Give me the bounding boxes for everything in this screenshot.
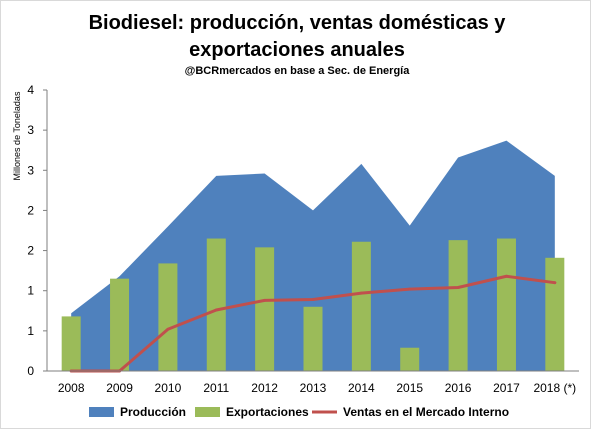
axis-layer: 0 1 1 2 2 3 3 4 2008 2009 2010 2011 2012 2013 2014 2015… [27, 83, 579, 395]
line-point-7 [408, 287, 412, 291]
y-axis-label: Millones de Toneladas [12, 91, 22, 180]
line-layer [69, 274, 557, 373]
line-point-9 [505, 274, 508, 278]
legend-label: Exportaciones [226, 405, 309, 419]
y-tick-label: 3 [27, 163, 34, 177]
x-tick-label: 2009 [106, 381, 133, 395]
y-tick-label: 1 [27, 284, 34, 298]
legend-swatch-bar [195, 407, 220, 417]
y-tick-label: 4 [27, 83, 34, 97]
bar-exportaciones-8 [448, 240, 468, 371]
line-point-10 [553, 281, 557, 285]
bar-exportaciones-10 [545, 257, 565, 371]
legend-label: Producción [120, 405, 186, 419]
x-tick-label: 2011 [203, 381, 229, 395]
y-tick-label: 0 [27, 364, 34, 378]
legend: Producción Exportaciones Ventas en el Merc… [89, 405, 509, 419]
bar-exportaciones-5 [303, 306, 323, 371]
bar-exportaciones-2 [158, 263, 178, 371]
bar-exportaciones-4 [255, 247, 275, 371]
chart-subtitle: @BCRmercados en base a Sec. de Energía [185, 65, 411, 77]
x-tick-label: 2012 [251, 381, 278, 395]
legend-swatch-area [89, 407, 114, 417]
line-point-6 [359, 291, 363, 295]
x-tick-label: 2014 [348, 381, 375, 395]
area-series-produccion [71, 140, 555, 371]
bar-layer [61, 238, 565, 371]
legend-label: Ventas en el Mercado Interno [343, 405, 509, 419]
line-point-5 [311, 298, 315, 301]
bar-exportaciones-0 [61, 316, 81, 371]
bar-exportaciones-1 [110, 278, 130, 371]
bar-exportaciones-9 [496, 238, 516, 371]
line-point-4 [263, 298, 267, 302]
chart-title: Biodiesel: producción, ventas domésticas… [89, 12, 507, 34]
x-tick-label: 2017 [493, 381, 520, 395]
x-tick-label: 2008 [58, 381, 85, 395]
y-tick-label: 3 [27, 123, 34, 137]
y-tick-label: 1 [27, 324, 34, 338]
bar-exportaciones-6 [351, 241, 371, 371]
line-point-2 [166, 327, 170, 331]
x-tick-label: 2013 [300, 381, 327, 395]
x-tick-label: 2015 [396, 381, 423, 395]
y-tick-label: 2 [27, 244, 34, 258]
x-tick-label: 2016 [445, 381, 472, 395]
line-point-8 [456, 286, 460, 289]
area-layer [71, 140, 555, 371]
bar-exportaciones-7 [400, 347, 420, 371]
x-tick-label: 2018 (*) [533, 381, 576, 395]
chart-title-line-2: exportaciones anuales [189, 39, 405, 61]
x-tick-label: 2010 [155, 381, 182, 395]
bar-exportaciones-3 [206, 238, 226, 371]
y-tick-label: 2 [27, 203, 34, 217]
line-point-3 [214, 308, 218, 312]
